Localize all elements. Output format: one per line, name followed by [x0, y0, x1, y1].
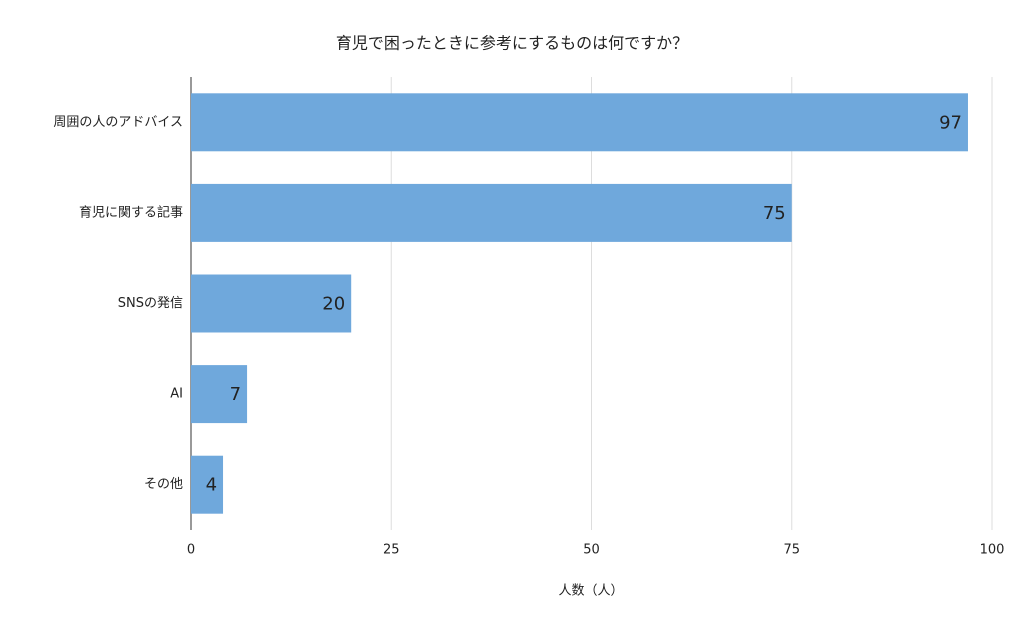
- y-tick-label: SNSの発信: [118, 296, 183, 311]
- data-label: 20: [322, 294, 345, 315]
- bar: [191, 365, 248, 424]
- bar: [191, 183, 792, 242]
- x-tick-label: 50: [583, 543, 600, 558]
- y-tick-label: AI: [170, 387, 183, 402]
- x-tick-label: 75: [783, 543, 800, 558]
- x-tick-label: 25: [383, 543, 400, 558]
- data-label: 75: [763, 203, 786, 224]
- x-tick-label: 100: [980, 543, 1005, 558]
- data-label: 4: [206, 475, 217, 496]
- data-label: 7: [230, 384, 241, 405]
- x-axis-label: 人数（人）: [558, 584, 623, 599]
- bar: [191, 455, 224, 514]
- y-tick-label: 周囲の人のアドバイス: [53, 115, 183, 130]
- bar: [191, 274, 352, 333]
- data-label: 97: [939, 112, 962, 133]
- chart-title: 育児で困ったときに参考にするものは何ですか？: [336, 34, 688, 53]
- bar: [191, 93, 968, 152]
- y-tick-label: その他: [144, 477, 183, 492]
- y-tick-label: 育児に関する記事: [79, 204, 183, 220]
- x-tick-label: 0: [187, 543, 195, 558]
